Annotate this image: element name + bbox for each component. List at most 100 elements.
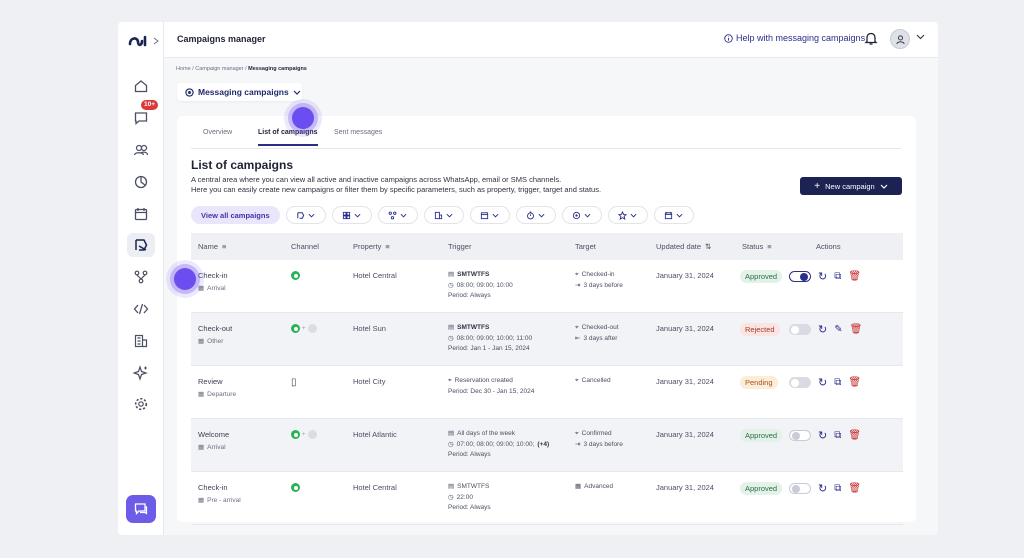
delete-icon[interactable]: 🗑 [848, 271, 862, 282]
status-badge: Approved [740, 429, 783, 442]
mobile-icon: ▯ [291, 377, 297, 388]
target-icon [185, 87, 194, 97]
calendar-icon: ▤ [448, 430, 455, 437]
delete-icon[interactable]: 🗑 [848, 483, 862, 494]
table-row[interactable]: Check-out ▦ Other + Hotel Sun ▤ SMTWTFS ◷ 0… [191, 313, 903, 366]
avatar[interactable] [890, 29, 910, 49]
campaign-type-selector[interactable]: Messaging campaigns [177, 83, 302, 101]
campaign-type: ▦ Arrival [198, 443, 226, 452]
new-campaign-button[interactable]: + New campaign [800, 177, 902, 195]
sparkle-icon [133, 365, 148, 381]
refresh-icon[interactable]: ↻ [818, 483, 828, 495]
duplicate-icon[interactable]: ⧉ [834, 271, 842, 282]
grid-icon: ▦ [198, 391, 205, 398]
campaign-name[interactable]: Welcome [198, 430, 230, 439]
tab-list-of-campaigns[interactable]: List of campaigns [258, 129, 318, 146]
row-actions: ↻ ⧉ 🗑 [789, 482, 861, 495]
duplicate-icon[interactable]: ⧉ [834, 430, 842, 441]
table-row[interactable]: Welcome ▦ Arrival + Hotel Atlantic ▤ All d… [191, 419, 903, 472]
clock-icon: ◷ [448, 281, 454, 289]
help-link[interactable]: Help with messaging campaigns [724, 33, 865, 43]
property-filter[interactable] [423, 206, 464, 224]
active-toggle[interactable] [789, 483, 811, 494]
sidebar-item-ai[interactable] [127, 361, 155, 385]
chevron-down-icon [492, 213, 499, 217]
chat-support-button[interactable] [126, 495, 156, 523]
duplicate-icon[interactable]: ⧉ [834, 377, 842, 388]
plus-separator-icon: + [302, 325, 306, 332]
filter-lines-icon: ≡ [385, 242, 390, 251]
campaign-name[interactable]: Review [198, 377, 223, 386]
header-property[interactable]: Property ≡ [353, 242, 390, 251]
sidebar-item-calendar[interactable] [127, 202, 155, 226]
refresh-icon[interactable]: ↻ [818, 271, 828, 283]
target-filter[interactable] [561, 206, 602, 224]
time-filter[interactable] [515, 206, 556, 224]
breadcrumb-home[interactable]: Home [176, 66, 191, 72]
refresh-icon[interactable]: ↻ [818, 430, 828, 442]
workflow-filter[interactable] [377, 206, 418, 224]
status-badge: Pending [740, 376, 778, 389]
sort-icon: ⇅ [705, 242, 712, 251]
channel-cell [291, 483, 300, 492]
chevron-down-icon[interactable] [916, 34, 925, 40]
refresh-icon[interactable]: ↻ [818, 324, 828, 336]
section-description: A central area where you can view all ac… [191, 175, 602, 194]
clock-icon: ◷ [448, 440, 454, 448]
active-toggle[interactable] [789, 271, 811, 282]
email-icon [307, 324, 317, 333]
breadcrumb-campaign-manager[interactable]: Campaign manager [195, 66, 244, 72]
delete-icon[interactable]: 🗑 [848, 377, 862, 388]
page-title: Campaigns manager [177, 34, 266, 44]
refresh-icon[interactable]: ↻ [818, 377, 828, 389]
type-filter[interactable] [331, 206, 372, 224]
date-filter[interactable] [469, 206, 510, 224]
table-row[interactable]: Review ▦ Departure ▯ Hotel City ⌖ Reservat… [191, 366, 903, 419]
campaign-type: ▦ Pre - arrival [198, 496, 241, 505]
campaign-name[interactable]: Check-in [198, 271, 228, 280]
campaign-type: ▦ Departure [198, 390, 237, 399]
delete-icon[interactable]: 🗑 [848, 430, 862, 441]
header-status[interactable]: Status ≡ [742, 242, 772, 251]
sidebar-item-messages[interactable]: 10+ [127, 100, 158, 130]
bell-icon[interactable] [864, 31, 878, 46]
sidebar-item-analytics[interactable] [127, 170, 155, 194]
highlight-marker-row [174, 268, 196, 290]
sidebar-item-settings[interactable] [127, 392, 155, 416]
updated-date-filter[interactable] [653, 206, 694, 224]
active-toggle[interactable] [789, 430, 811, 441]
table-row[interactable]: Check-in ▦ Arrival Hotel Central ▤ SMTWTFS… [191, 260, 903, 313]
delete-icon[interactable]: 🗑 [849, 324, 863, 335]
sidebar-item-properties[interactable] [127, 329, 155, 353]
tab-overview[interactable]: Overview [203, 129, 233, 136]
campaign-icon [297, 211, 305, 219]
campaigns-card: Overview List of campaigns Sent messages… [177, 116, 916, 525]
help-link-label: Help with messaging campaigns [736, 33, 866, 43]
tab-sent-messages[interactable]: Sent messages [334, 129, 383, 136]
calendar-icon [134, 208, 148, 221]
view-all-campaigns-button[interactable]: View all campaigns [191, 206, 280, 224]
channel-filter[interactable] [285, 206, 326, 224]
sidebar-item-campaigns[interactable] [127, 233, 155, 257]
header-updated-date[interactable]: Updated date ⇅ [656, 242, 712, 251]
sidebar-item-home[interactable] [127, 74, 155, 98]
favorites-filter[interactable] [607, 206, 648, 224]
campaign-name[interactable]: Check-in [198, 483, 228, 492]
sidebar-item-workflows[interactable] [127, 265, 155, 289]
active-toggle[interactable] [789, 377, 811, 388]
logo[interactable] [128, 32, 162, 50]
sidebar-item-developer[interactable] [127, 297, 155, 321]
table-header: Name ≡ Channel Property ≡ Trigger Target U… [191, 233, 903, 260]
active-toggle[interactable] [789, 324, 811, 335]
grid-icon [343, 211, 351, 219]
status-badge: Approved [740, 270, 783, 283]
header-name[interactable]: Name ≡ [198, 242, 227, 251]
chevron-down-icon [293, 90, 301, 95]
table-row[interactable]: Check-in ▦ Pre - arrival Hotel Central ▤ S… [191, 472, 903, 525]
sidebar-item-guests[interactable] [127, 138, 155, 162]
chevron-down-icon [538, 213, 545, 217]
duplicate-icon[interactable]: ⧉ [834, 483, 842, 494]
edit-icon[interactable]: ✎ [834, 324, 843, 335]
campaign-name[interactable]: Check-out [198, 324, 233, 333]
users-icon [133, 144, 149, 156]
